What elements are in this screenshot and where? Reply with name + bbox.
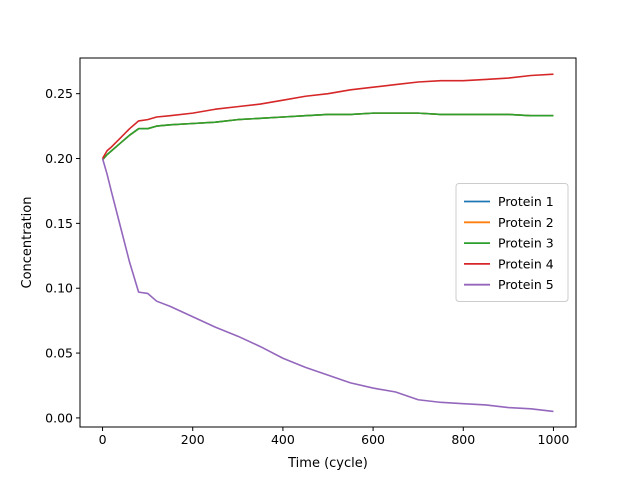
- legend-box: [455, 183, 569, 302]
- legend-label-protein-4: Protein 4: [498, 256, 554, 271]
- x-tick-label: 600: [361, 432, 385, 447]
- plot-frame: [79, 57, 577, 428]
- series-layer: [101, 73, 554, 413]
- series-line-protein-5: [101, 158, 554, 413]
- y-tick-label: 0.25: [45, 86, 73, 101]
- x-tick-label: 400: [271, 432, 295, 447]
- y-tick-label: 0.05: [45, 346, 73, 361]
- x-tick-label: 1000: [538, 432, 570, 447]
- series-line-protein-4: [101, 73, 554, 159]
- legend-label-protein-3: Protein 3: [498, 236, 554, 251]
- x-tick-label: 800: [451, 432, 475, 447]
- y-tick-label: 0.15: [45, 216, 73, 231]
- y-tick-label: 0.20: [45, 151, 73, 166]
- legend-label-protein-5: Protein 5: [498, 277, 554, 292]
- x-axis-label: Time (cycle): [287, 456, 368, 471]
- y-tick-label: 0.10: [45, 281, 73, 296]
- series-line-protein-3: [101, 112, 554, 161]
- x-tick-label: 200: [181, 432, 205, 447]
- y-tick-label: 0.00: [45, 410, 73, 425]
- y-axis-ticks: 0.00 0.05 0.10 0.15 0.20 0.25: [45, 86, 80, 425]
- legend: Protein 1 Protein 2 Protein 3 Protein 4 Prot…: [455, 183, 569, 302]
- y-axis-label: Concentration: [20, 197, 35, 289]
- legend-label-protein-2: Protein 2: [498, 215, 554, 230]
- x-axis-ticks: 0 200 400 600 800 1000: [99, 427, 570, 447]
- x-tick-label: 0: [99, 432, 107, 447]
- legend-label-protein-1: Protein 1: [498, 194, 554, 209]
